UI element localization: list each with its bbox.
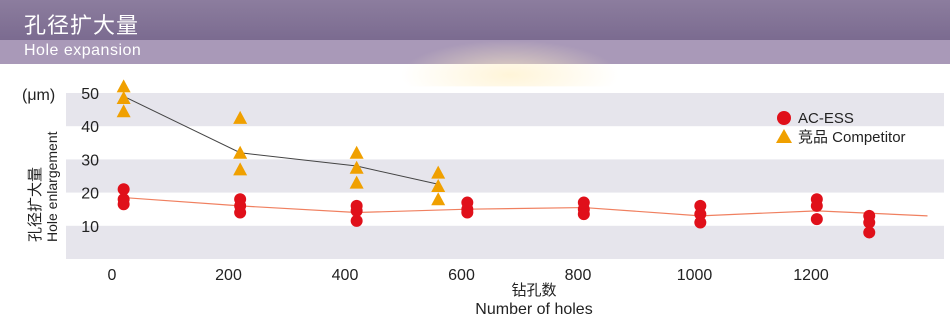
ac-ess-point bbox=[810, 213, 823, 226]
ac-ess-point bbox=[863, 226, 876, 239]
y-tick-label: 30 bbox=[81, 152, 99, 169]
x-tick-label: 800 bbox=[565, 267, 592, 284]
y-tick-label: 10 bbox=[81, 219, 99, 236]
legend-label-competitor: 竞品 Competitor bbox=[798, 128, 906, 146]
y-axis-label-en: Hole enlargement bbox=[44, 131, 60, 242]
y-tick-label: 50 bbox=[81, 86, 99, 103]
ac-ess-point bbox=[234, 206, 247, 219]
competitor-point bbox=[116, 104, 131, 118]
trend-lines bbox=[123, 95, 928, 217]
legend: AC-ESS 竞品 Competitor bbox=[776, 110, 906, 146]
competitor-point bbox=[116, 79, 131, 93]
grid-bands bbox=[66, 86, 944, 259]
competitor-point bbox=[431, 192, 446, 206]
competitor-point bbox=[233, 110, 248, 124]
header-bar: 孔径扩大量 bbox=[0, 0, 950, 40]
axis-ticks: 10 20 30 40 50 0 200 400 600 800 1000 1200 bbox=[81, 86, 829, 284]
ac-ess-point bbox=[117, 183, 130, 196]
competitor-point bbox=[431, 165, 446, 179]
competitor-point bbox=[349, 175, 364, 189]
ac-ess-point bbox=[810, 199, 823, 212]
x-axis-label-en: Number of holes bbox=[475, 301, 592, 318]
trend-line-ac-ess bbox=[123, 196, 928, 217]
grid-band bbox=[66, 93, 944, 127]
y-tick-label: 20 bbox=[81, 186, 99, 203]
y-tick-label: 40 bbox=[81, 119, 99, 136]
ac-ess-point bbox=[577, 208, 590, 221]
ac-ess-point bbox=[350, 214, 363, 227]
competitor-point bbox=[233, 145, 248, 159]
x-tick-label: 400 bbox=[332, 267, 359, 284]
competitor-point bbox=[431, 178, 446, 192]
x-tick-label: 1200 bbox=[793, 267, 829, 284]
x-tick-label: 200 bbox=[215, 267, 242, 284]
ac-ess-point bbox=[461, 206, 474, 219]
ac-ess-point bbox=[350, 204, 363, 217]
x-tick-label: 0 bbox=[108, 267, 117, 284]
y-unit-label: (μm) bbox=[22, 87, 55, 104]
y-axis-label-cn: 孔径扩大量 bbox=[26, 167, 44, 242]
legend-marker-ac-ess bbox=[777, 111, 791, 125]
data-points bbox=[116, 79, 876, 239]
x-axis-label-cn: 钻孔数 bbox=[511, 281, 556, 299]
x-tick-label: 600 bbox=[448, 267, 475, 284]
chart-title-cn: 孔径扩大量 bbox=[24, 14, 140, 39]
competitor-point bbox=[116, 90, 131, 104]
ac-ess-point bbox=[694, 216, 707, 229]
grid-band bbox=[66, 225, 944, 259]
chart-title-en: Hole expansion bbox=[24, 42, 142, 59]
legend-label-ac-ess: AC-ESS bbox=[798, 110, 854, 127]
competitor-point bbox=[349, 160, 364, 174]
trend-line-competitor bbox=[123, 95, 439, 185]
legend-marker-competitor bbox=[776, 129, 792, 143]
ac-ess-point bbox=[694, 199, 707, 212]
y-axis-label: 孔径扩大量 Hole enlargement bbox=[26, 131, 60, 242]
ac-ess-point bbox=[694, 208, 707, 221]
competitor-point bbox=[349, 145, 364, 159]
ac-ess-point bbox=[863, 216, 876, 229]
grid-band bbox=[66, 159, 944, 193]
x-tick-label: 1000 bbox=[677, 267, 713, 284]
ac-ess-point bbox=[117, 198, 130, 211]
competitor-point bbox=[233, 162, 248, 176]
